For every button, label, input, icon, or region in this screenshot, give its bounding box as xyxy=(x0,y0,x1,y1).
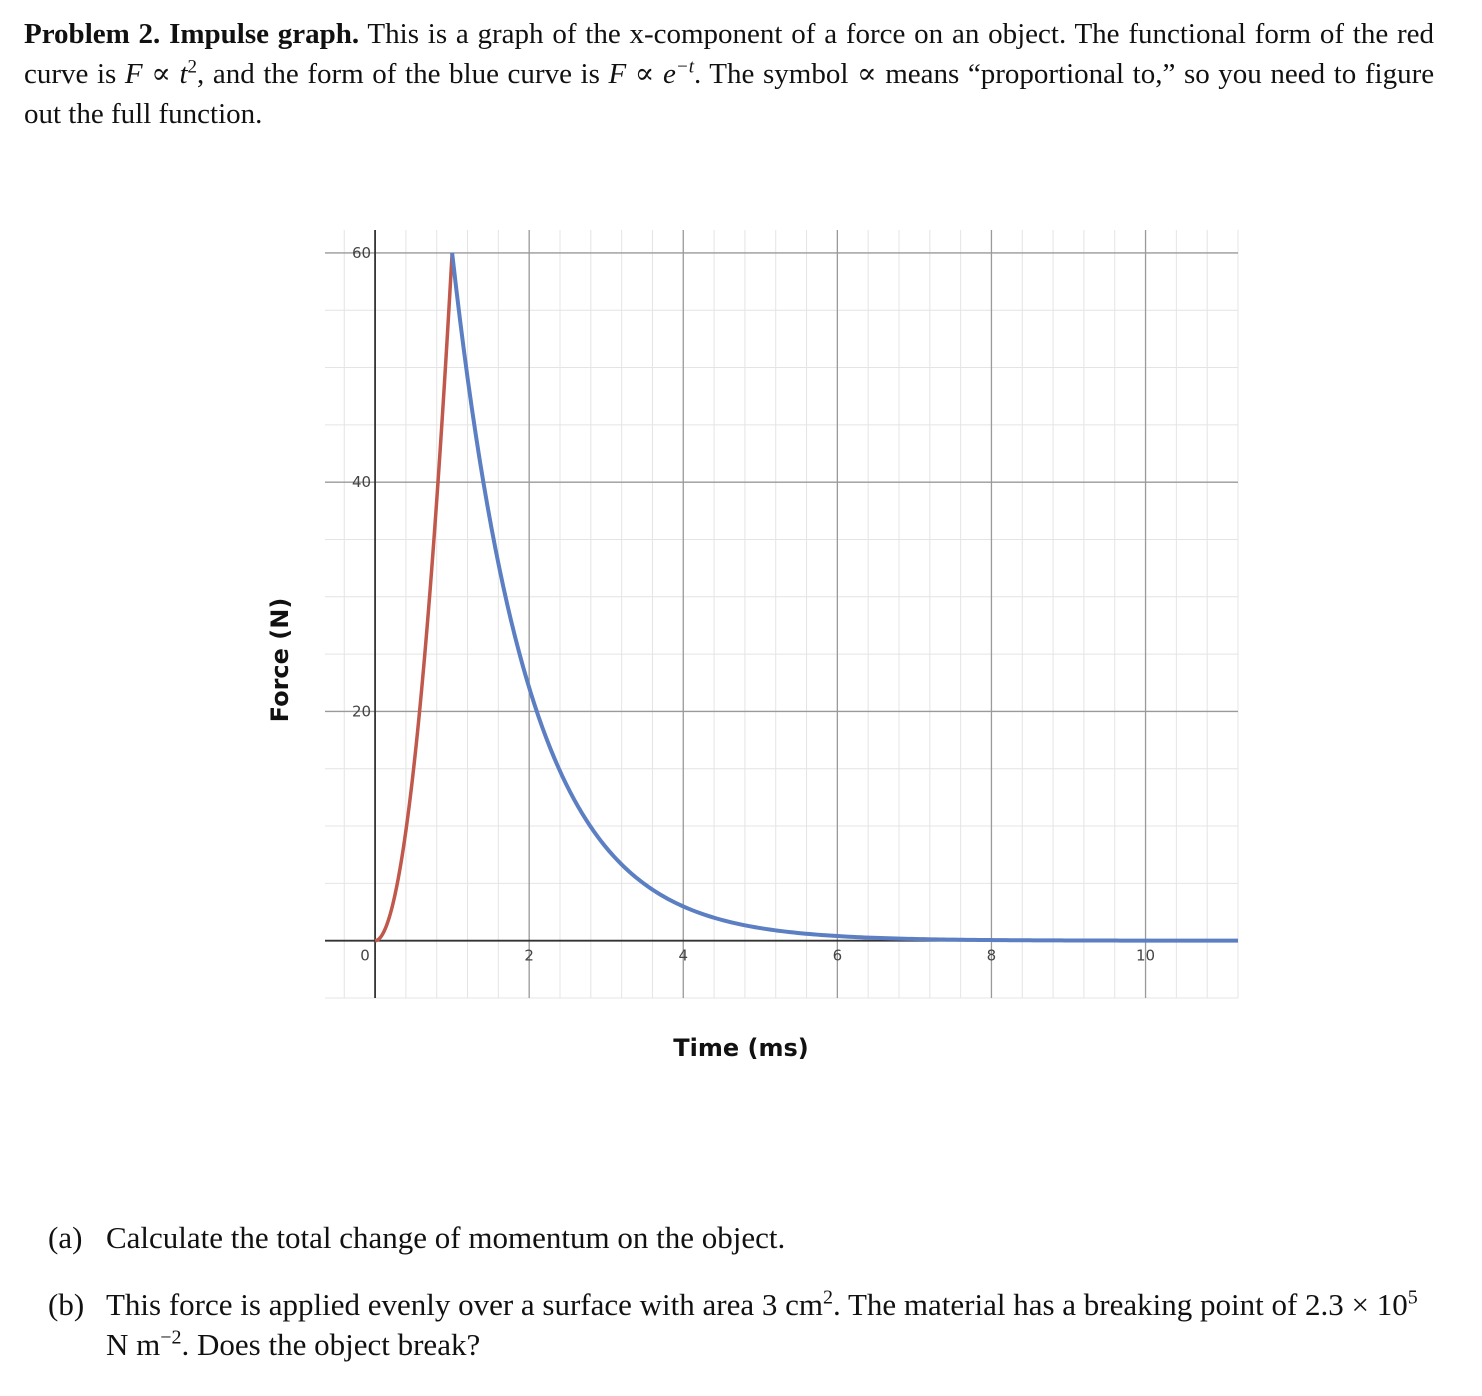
question-b-label: (b) xyxy=(48,1287,85,1322)
time-symbol: t xyxy=(179,58,188,90)
x-tick-label: 6 xyxy=(833,947,843,965)
red-curve xyxy=(374,252,454,943)
question-a-text: Calculate the total change of momentum o… xyxy=(106,1220,786,1255)
proportional-symbol-3: ∝ xyxy=(856,58,877,90)
question-b-text-2: . The material has a breaking point of 2… xyxy=(833,1287,1408,1322)
question-b: (b) This force is applied evenly over a … xyxy=(48,1285,1448,1365)
proportional-symbol-2: ∝ xyxy=(634,58,655,90)
problem-statement: Problem 2. Impulse graph. This is a grap… xyxy=(24,14,1434,134)
x-axis-label: Time (ms) xyxy=(673,1034,809,1062)
y-tick-label: 40 xyxy=(352,473,371,491)
neg-t-exponent: −t xyxy=(675,56,694,78)
x-tick-label: 0 xyxy=(360,947,370,965)
area-exponent: 2 xyxy=(823,1286,833,1309)
x-tick-label: 10 xyxy=(1136,947,1155,965)
x-tick-label: 2 xyxy=(524,947,534,965)
e-symbol: e xyxy=(663,58,676,90)
power-exponent: 5 xyxy=(1407,1286,1418,1309)
y-axis-label: Force (N) xyxy=(266,597,294,723)
y-tick-label: 60 xyxy=(352,244,371,262)
problem-text-4: means “proportional to,” so you need to … xyxy=(24,58,1435,130)
question-a: (a) Calculate the total change of moment… xyxy=(48,1218,1448,1258)
problem-text-1: This is a graph of the x-component of a … xyxy=(24,18,1434,90)
question-a-label: (a) xyxy=(48,1220,83,1255)
blue-curve xyxy=(450,252,1238,943)
question-b-text-1: This force is applied evenly over a surf… xyxy=(106,1287,823,1322)
question-b-text-3: N m xyxy=(106,1327,161,1362)
meter-exponent: −2 xyxy=(160,1326,182,1349)
force-symbol: F xyxy=(124,58,143,90)
problem-heading: Problem 2. Impulse graph. xyxy=(24,18,360,50)
x-tick-label: 4 xyxy=(678,947,688,965)
x-tick-label: 8 xyxy=(987,947,997,965)
proportional-symbol: ∝ xyxy=(151,58,171,90)
y-tick-label: 20 xyxy=(352,702,371,720)
problem-text-3: . The symbol xyxy=(694,58,849,90)
force-symbol-2: F xyxy=(608,58,627,90)
square-exponent: 2 xyxy=(187,56,198,78)
question-b-text: This force is applied evenly over a surf… xyxy=(106,1285,1446,1365)
question-b-text-4: . Does the object break? xyxy=(181,1327,481,1362)
problem-text-2: , and the form of the blue curve is xyxy=(197,58,600,90)
